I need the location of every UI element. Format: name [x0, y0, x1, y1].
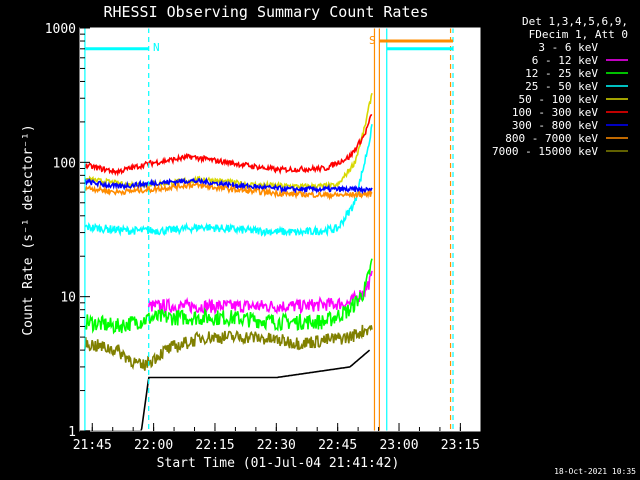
y-tick-label: 1000: [45, 22, 76, 37]
legend-label: 7000 - 15000 keV: [492, 145, 598, 158]
plot-area: [79, 27, 481, 432]
marker-layer: [84, 28, 454, 431]
series-line-7: [84, 177, 373, 195]
legend-label: 100 - 300 keV: [512, 106, 598, 119]
plot-frame: [79, 27, 481, 432]
saa-label: S: [369, 34, 376, 47]
y-tick-label: 100: [53, 156, 76, 171]
series-line-4: [84, 124, 373, 237]
legend-label: 300 - 800 keV: [512, 119, 598, 132]
x-tick-label: 22:15: [195, 438, 234, 453]
x-tick-label: 22:30: [257, 438, 296, 453]
legend-label: 12 - 25 keV: [525, 67, 598, 80]
y-tick-label: 1: [68, 425, 76, 440]
night-label: N: [153, 41, 160, 54]
legend-label: 25 - 50 keV: [525, 80, 598, 93]
y-axis-label: Count Rate (s⁻¹ detector⁻¹): [21, 124, 36, 335]
axes-layer: 21:45 22:00 22:15 22:30 22:45 23:00 23:15 1 10 10…: [45, 22, 480, 453]
series-line-8: [84, 181, 373, 201]
x-axis-label: Start Time (01-Jul-04 21:41:42): [157, 456, 400, 471]
series-line-3: [84, 258, 373, 335]
legend-label: 3 - 6 keV: [538, 41, 598, 54]
legend-label: 50 - 100 keV: [519, 93, 599, 106]
series-line-9: [84, 324, 373, 371]
legend-label: 800 - 7000 keV: [505, 132, 598, 145]
x-tick-label: 23:15: [441, 438, 480, 453]
x-tick-label: 23:00: [379, 438, 418, 453]
series-line-2: [147, 270, 373, 316]
x-tick-label: 21:45: [73, 438, 112, 453]
series-line-6: [84, 114, 373, 177]
legend: Det 1,3,4,5,6,9,FDecim 1, Att 03 - 6 keV…: [492, 15, 628, 158]
chart-title: RHESSI Observing Summary Count Rates: [103, 3, 428, 21]
timestamp: 18-Oct-2021 10:35: [554, 467, 636, 476]
legend-header-line: Det 1,3,4,5,6,9,: [522, 15, 628, 28]
x-tick-label: 22:00: [134, 438, 173, 453]
y-tick-label: 10: [60, 291, 76, 306]
legend-label: 6 - 12 keV: [532, 54, 599, 67]
x-tick-label: 22:45: [318, 438, 357, 453]
legend-header-line: FDecim 1, Att 0: [529, 28, 628, 41]
